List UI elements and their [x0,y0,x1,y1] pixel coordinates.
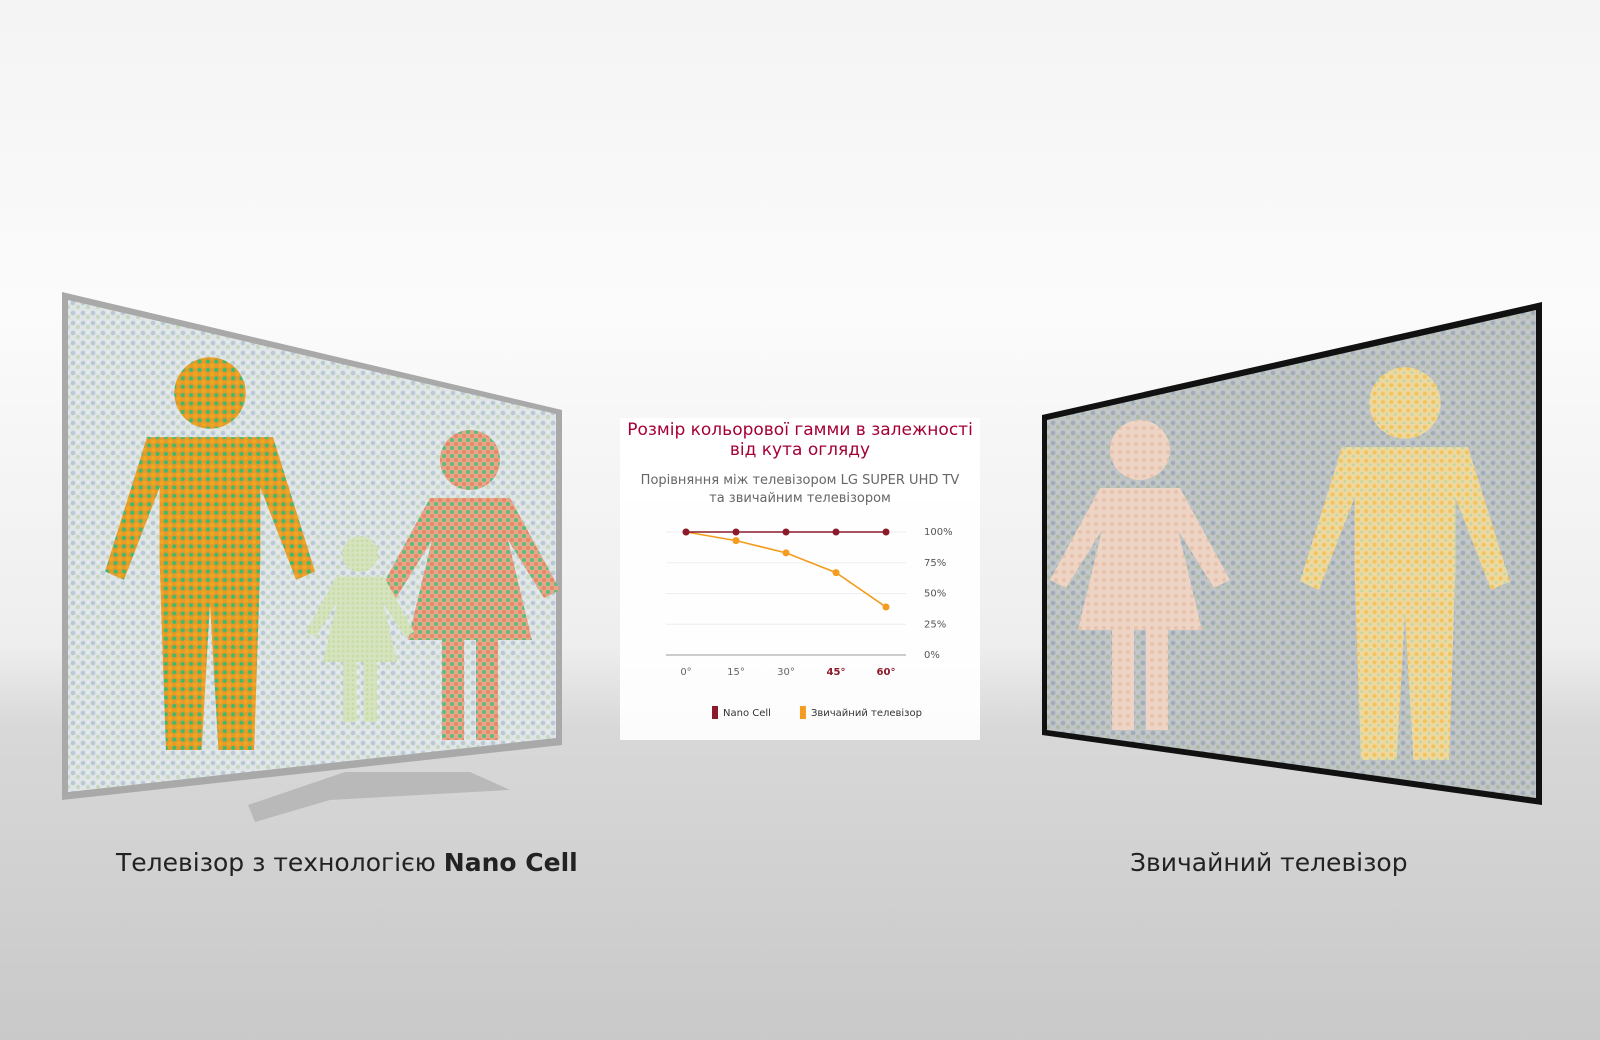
chart-panel [620,418,980,740]
caption-text: Телевізор з технологією [116,848,436,877]
x-tick-label: 30° [777,667,795,678]
y-tick-label: 100% [924,527,953,538]
point [882,528,890,536]
y-tick-label: 50% [924,589,946,600]
point [832,569,840,577]
legend-swatch [712,706,718,719]
y-tick-label: 0% [924,650,940,661]
caption-emphasis: Nano Cell [443,848,578,877]
point [732,528,740,536]
legend-label: Звичайний телевізор [811,707,922,719]
point [732,537,740,545]
ordinary-tv [1042,302,1542,805]
point [782,528,790,536]
point [832,528,840,536]
y-tick-label: 75% [924,558,946,569]
legend-swatch [799,706,806,719]
y-tick-label: 25% [924,619,946,630]
nano-cell-tv [62,292,562,822]
x-tick-label: 60° [877,667,896,678]
legend-label: Nano Cell [723,708,771,719]
point [882,603,890,611]
chart-subtitle: Порівняння між телевізором LG SUPER UHD … [640,473,960,506]
left-caption: Телевізор з технологією Nano Cell [116,848,578,877]
point [682,528,690,536]
x-tick-label: 45° [827,667,846,678]
series-line [685,531,887,608]
chart-title: Розмір кольорової гамми в залежності від… [627,420,973,460]
point [782,549,790,557]
x-tick-label: 15° [727,667,745,678]
right-caption: Звичайний телевізор [1130,848,1408,877]
x-tick-label: 0° [680,667,691,678]
